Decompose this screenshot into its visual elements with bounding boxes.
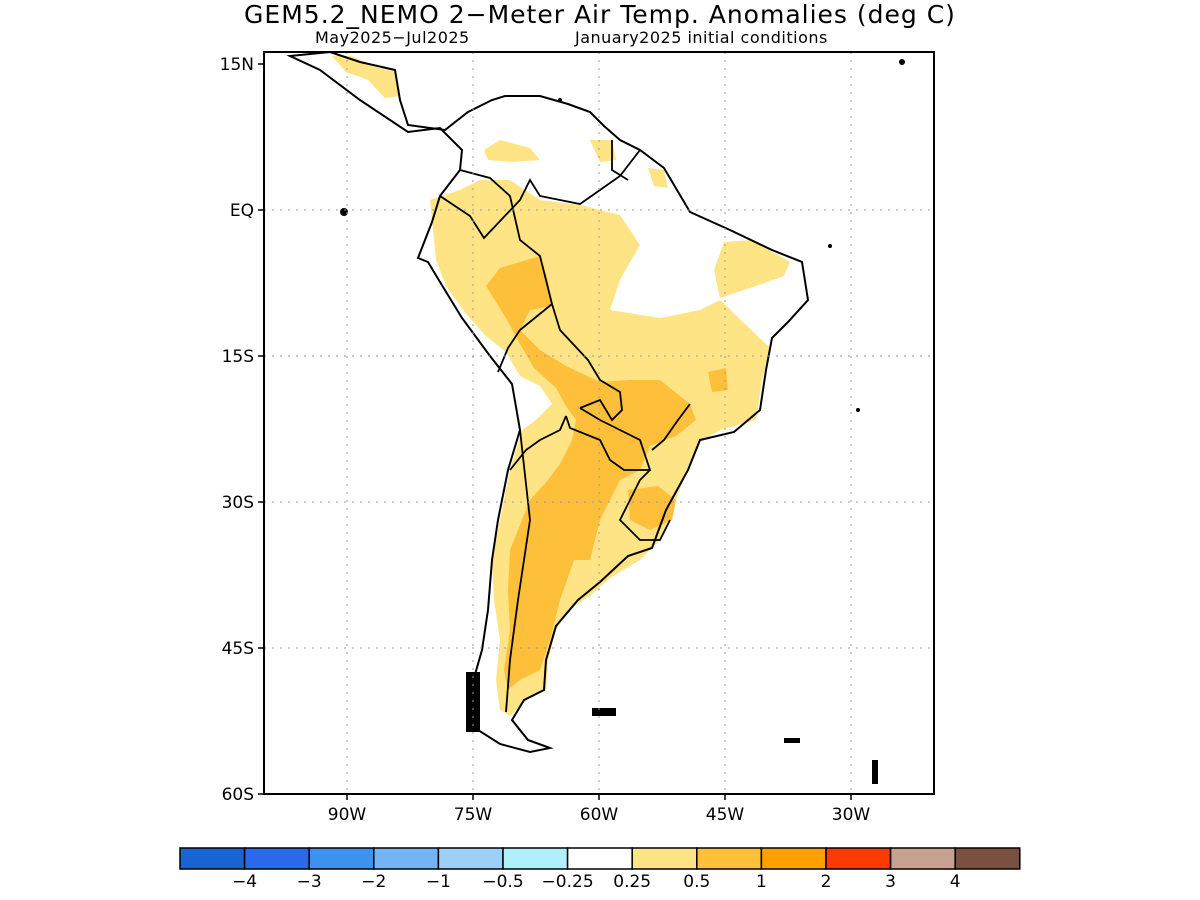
chart-title: GEM5.2_NEMO 2−Meter Air Temp. Anomalies … <box>244 0 956 29</box>
legend-label-10: 3 <box>885 872 897 892</box>
lat-label-30s: 30S <box>222 493 254 513</box>
lat-label-eq: EQ <box>230 201 254 221</box>
lon-label-30w: 30W <box>832 805 871 825</box>
legend-colorbar <box>179 847 1021 870</box>
legend-label-0: −4 <box>232 872 258 892</box>
lat-label-60s: 60S <box>222 785 254 805</box>
anomaly-0.5-1-region-pampas <box>628 486 676 530</box>
anomaly-0.5-1-region-sw-brazil <box>708 368 728 392</box>
map-content <box>286 52 905 784</box>
legend-label-6: 0.25 <box>613 872 652 892</box>
island-falklands <box>592 708 616 716</box>
lat-label-45s: 45S <box>222 639 254 659</box>
legend-swatch-5 <box>502 847 569 870</box>
lon-label-45w: 45W <box>706 805 745 825</box>
anomaly-0.5-1-region-andes <box>486 256 696 690</box>
legend-swatch-8 <box>696 847 763 870</box>
country-borders <box>439 140 691 713</box>
anomaly-0.25-0.5-region-north <box>484 140 540 162</box>
legend-label-9: 2 <box>820 872 832 892</box>
legend-swatch-12 <box>954 847 1021 870</box>
legend-label-2: −2 <box>361 872 387 892</box>
island-caribbean <box>558 98 562 102</box>
legend-swatch-0 <box>179 847 246 870</box>
island-sandwich <box>872 760 878 784</box>
legend-swatch-3 <box>373 847 440 870</box>
legend-label-11: 4 <box>949 872 961 892</box>
legend-label-1: −3 <box>296 872 322 892</box>
legend-label-4: −0.5 <box>482 872 524 892</box>
land-south-america <box>290 52 808 752</box>
legend-label-3: −1 <box>425 872 451 892</box>
lon-label-75w: 75W <box>454 805 493 825</box>
initial-conditions: January2025 initial conditions <box>575 28 828 47</box>
legend-label-5: −0.25 <box>541 872 594 892</box>
lat-label-15n: 15N <box>220 55 254 75</box>
legend-swatch-2 <box>308 847 375 870</box>
forecast-period: May2025−Jul2025 <box>315 28 470 47</box>
anomaly-0.25-0.5-region-guiana <box>648 168 668 188</box>
legend-swatch-7 <box>631 847 698 870</box>
island-fernando <box>828 244 832 248</box>
lat-label-15s: 15S <box>222 347 254 367</box>
legend-label-7: 0.5 <box>683 872 711 892</box>
legend-swatch-9 <box>760 847 827 870</box>
anomaly-0.25-0.5-region-ne-brazil <box>714 240 790 298</box>
anomaly-0.25-0.5-region-central-america <box>332 56 400 98</box>
legend-swatch-11 <box>889 847 956 870</box>
legend-swatch-1 <box>243 847 310 870</box>
legend-label-8: 1 <box>755 872 767 892</box>
legend-swatch-6 <box>566 847 633 870</box>
island-north-atlantic <box>899 59 905 65</box>
island-trindade <box>856 408 860 412</box>
lon-label-60w: 60W <box>580 805 619 825</box>
legend-swatch-10 <box>825 847 892 870</box>
tick-marks <box>258 63 852 800</box>
anomaly-0.25-0.5-region-guyana <box>590 140 616 162</box>
lon-label-90w: 90W <box>328 805 367 825</box>
island-south-georgia <box>784 738 800 743</box>
coastline <box>286 52 810 754</box>
legend-swatch-4 <box>437 847 504 870</box>
